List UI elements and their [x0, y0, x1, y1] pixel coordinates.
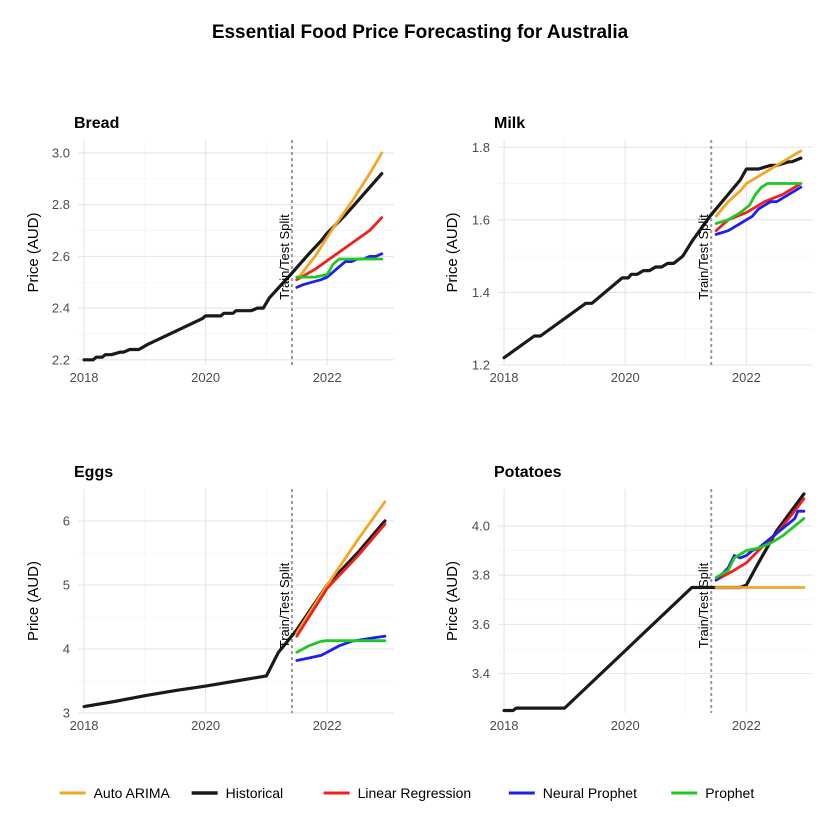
series-line-prophet: [295, 257, 384, 279]
legend-label: Neural Prophet: [543, 785, 637, 801]
y-axis-label: Price (AUD): [444, 212, 461, 292]
y-tick-label: 2.4: [52, 301, 70, 316]
series-line-auto-arima: [714, 149, 803, 218]
legend-item-neural-prophet: Neural Prophet: [508, 785, 637, 801]
legend-item-linear-regression: Linear Regression: [323, 785, 472, 801]
panel-title: Milk: [494, 115, 525, 132]
legend-item-auto-arima: Auto ARIMA: [59, 785, 171, 801]
panel-title: Eggs: [74, 464, 113, 481]
y-axis-label: Price (AUD): [25, 561, 42, 641]
split-label: Train/Test Split: [277, 562, 292, 648]
y-axis-label: Price (AUD): [25, 212, 42, 292]
x-tick-label: 2018: [490, 370, 519, 385]
panel-eggs: 3 4 5 6 2018 2020 2022 Eggs Price (AUD) Train/Tes…: [25, 464, 394, 733]
x-tick-label: 2022: [313, 718, 342, 733]
split-label: Train/Test Split: [277, 214, 292, 300]
panel-milk: 1.2 1.4 1.6 1.8 2018 2020 2022 Milk Price (AUD) T…: [444, 115, 813, 385]
series-line-historical: [82, 519, 387, 709]
series-line-prophet: [714, 517, 806, 579]
panel-title: Bread: [74, 115, 119, 132]
x-tick-label: 2020: [191, 370, 220, 385]
y-tick-label: 3.6: [472, 617, 490, 632]
panel-potatoes: 3.4 3.6 3.8 4.0 2018 2020 2022 Potatoes Price (A…: [444, 464, 813, 733]
x-tick-label: 2018: [490, 718, 519, 733]
split-label: Train/Test Split: [696, 214, 711, 300]
series-line-linear-regression: [714, 497, 806, 582]
y-tick-label: 3: [63, 706, 70, 721]
legend-label: Linear Regression: [358, 785, 472, 801]
x-tick-label: 2020: [611, 718, 640, 733]
series-line-linear-regression: [295, 522, 387, 638]
y-tick-label: 4: [63, 642, 70, 657]
series-line-neural-prophet: [714, 185, 803, 236]
series-line-neural-prophet: [295, 634, 387, 662]
x-tick-label: 2018: [70, 370, 99, 385]
series-line-auto-arima: [295, 151, 384, 282]
y-tick-label: 2.2: [52, 352, 70, 367]
legend: Auto ARIMA Historical Linear Regression Neu…: [59, 785, 754, 801]
series-line-historical: [502, 156, 803, 360]
series-line-prophet: [714, 182, 803, 225]
y-axis-label: Price (AUD): [444, 561, 461, 641]
x-tick-label: 2020: [611, 370, 640, 385]
panel-title: Potatoes: [494, 464, 562, 481]
y-tick-label: 6: [63, 514, 70, 529]
y-tick-label: 1.8: [472, 140, 490, 155]
legend-item-prophet: Prophet: [671, 785, 754, 801]
series-line-historical: [502, 492, 806, 713]
legend-label: Historical: [226, 785, 284, 801]
y-tick-label: 1.6: [472, 212, 490, 227]
y-tick-label: 3.0: [52, 145, 70, 160]
x-tick-label: 2022: [732, 718, 761, 733]
legend-label: Auto ARIMA: [94, 785, 171, 801]
series-line-auto-arima: [295, 500, 387, 635]
panels-group: 2.2 2.4 2.6 2.8 3.0 2018 2020 2022 Bread Price (A…: [25, 115, 813, 733]
y-tick-label: 5: [63, 578, 70, 593]
series-line-prophet: [295, 639, 387, 654]
panel-bread: 2.2 2.4 2.6 2.8 3.0 2018 2020 2022 Bread Price (A…: [25, 115, 394, 385]
y-tick-label: 2.6: [52, 249, 70, 264]
chart-main-title: Essential Food Price Forecasting for Aus…: [212, 22, 629, 43]
split-label: Train/Test Split: [696, 562, 711, 648]
series-line-neural-prophet: [295, 252, 384, 289]
legend-label: Prophet: [705, 785, 754, 801]
x-tick-label: 2022: [732, 370, 761, 385]
y-tick-label: 3.4: [472, 666, 490, 681]
y-tick-label: 1.4: [472, 285, 490, 300]
x-tick-label: 2022: [313, 370, 342, 385]
series-line-linear-regression: [295, 216, 384, 282]
y-tick-label: 1.2: [472, 358, 490, 373]
legend-item-historical: Historical: [191, 785, 284, 801]
series-line-historical: [82, 172, 384, 362]
y-tick-label: 3.8: [472, 568, 490, 583]
y-tick-label: 2.8: [52, 197, 70, 212]
x-tick-label: 2020: [191, 718, 220, 733]
y-tick-label: 4.0: [472, 518, 490, 533]
x-tick-label: 2018: [70, 718, 99, 733]
